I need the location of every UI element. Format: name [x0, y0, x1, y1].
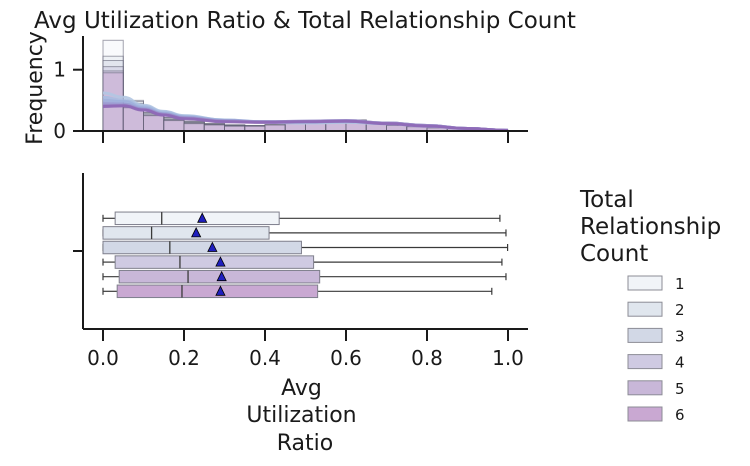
mean-marker	[215, 285, 226, 296]
histogram-bars	[102, 39, 509, 132]
legend-label: 2	[675, 301, 685, 319]
kde-curve	[102, 104, 509, 132]
legend-label: 6	[675, 406, 685, 424]
histogram-y-label: Frequency	[23, 31, 48, 145]
boxplot-series-6	[102, 284, 493, 299]
legend-item-6: 6	[627, 406, 685, 424]
boxplot-x-ticks: 0.0 0.2 0.4 0.6 0.8 1.0	[87, 329, 524, 370]
x-tick-label: 0.2	[168, 346, 200, 370]
histogram-y-ticks: 01	[53, 58, 83, 143]
legend: Total Relationship Count 1 2 3 4 5 6	[579, 187, 729, 424]
box	[102, 240, 302, 255]
kde-curves	[102, 91, 509, 132]
histogram-bar	[284, 123, 306, 132]
box	[114, 211, 280, 226]
legend-item-4: 4	[627, 354, 685, 372]
histogram-x-ticks	[102, 131, 509, 143]
box	[116, 284, 319, 299]
legend-title-line-2: Relationship	[580, 214, 721, 240]
histogram-bar	[183, 123, 205, 132]
legend-title: Total Relationship Count	[579, 187, 729, 267]
boxplot-panel: 0.0 0.2 0.4 0.6 0.8 1.0 Avg Utilization Ratio	[73, 173, 528, 456]
boxplot-series-3	[102, 240, 509, 255]
box	[102, 226, 270, 240]
boxplot-series-5	[102, 269, 507, 284]
legend-swatch	[627, 301, 663, 317]
legend-item-3: 3	[627, 327, 685, 345]
boxplot-boxes	[102, 211, 509, 299]
x-axis-label-line-1: Avg	[281, 376, 322, 401]
mean-marker	[197, 212, 208, 223]
mean-marker	[216, 270, 227, 282]
x-axis-label-line-3: Ratio	[277, 431, 333, 456]
x-tick-label: 1.0	[492, 346, 524, 370]
legend-items: 1 2 3 4 5 6	[627, 275, 685, 424]
mean-marker	[207, 241, 218, 252]
box	[114, 255, 315, 269]
x-axis-label: Avg Utilization Ratio	[246, 376, 363, 456]
x-axis-label-line-2: Utilization	[246, 403, 356, 428]
legend-title-line-3: Count	[580, 241, 648, 267]
histogram-y-tick-label: 0	[53, 119, 66, 143]
legend-label: 3	[675, 327, 685, 345]
legend-label: 5	[675, 380, 685, 398]
legend-swatch	[627, 275, 663, 291]
legend-swatch	[627, 406, 663, 422]
histogram-bar	[143, 115, 165, 132]
mean-marker	[191, 227, 202, 238]
histogram-y-tick-label: 1	[53, 58, 66, 82]
legend-swatch	[627, 354, 663, 370]
boxplot-series-2	[102, 226, 507, 240]
legend-label: 1	[675, 275, 685, 293]
histogram-panel: 01 Frequency	[23, 31, 528, 145]
legend-label: 4	[675, 354, 685, 372]
x-tick-label: 0.6	[330, 346, 362, 370]
legend-item-2: 2	[627, 301, 685, 319]
boxplot-series-4	[102, 255, 503, 269]
histogram-bar	[163, 120, 185, 132]
x-tick-label: 0.4	[249, 346, 281, 370]
legend-item-5: 5	[627, 380, 685, 398]
chart-title: Avg Utilization Ratio & Total Relationsh…	[34, 8, 576, 34]
legend-swatch	[627, 327, 663, 343]
legend-title-line-1: Total	[579, 187, 634, 213]
legend-item-1: 1	[627, 275, 685, 293]
mean-marker	[215, 256, 226, 267]
boxplot-series-1	[102, 211, 501, 226]
legend-swatch	[627, 380, 663, 396]
x-tick-label: 0.0	[87, 346, 119, 370]
x-tick-label: 0.8	[411, 346, 443, 370]
